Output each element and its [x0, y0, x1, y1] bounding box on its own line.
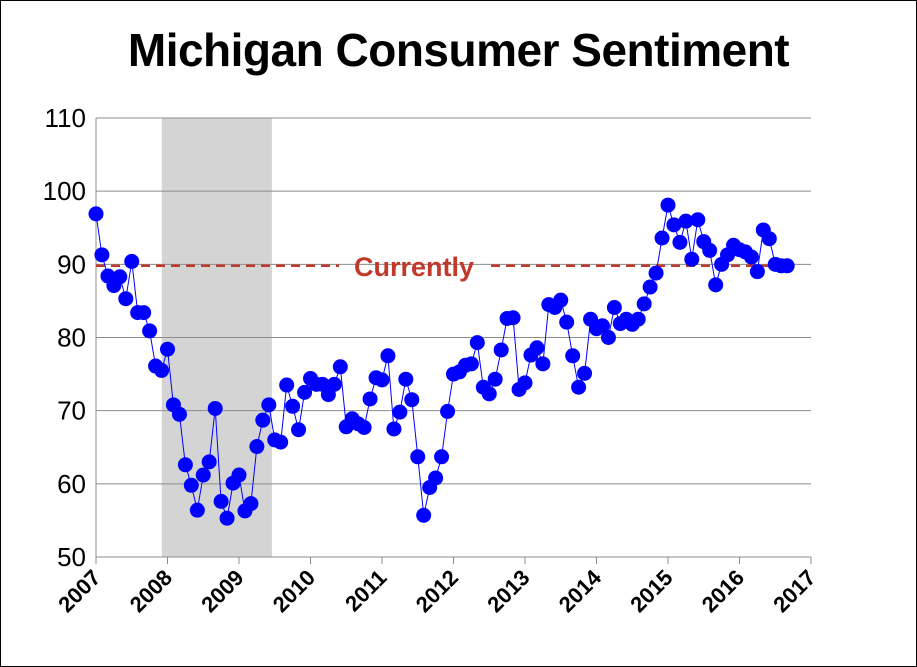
x-tick-label: 2012: [411, 565, 463, 617]
y-tick-label: 90: [57, 249, 86, 279]
data-point: [118, 291, 134, 307]
data-point: [326, 376, 342, 392]
x-tick-label: 2015: [625, 565, 677, 617]
data-point: [577, 365, 593, 381]
data-point: [708, 277, 724, 293]
data-point: [374, 372, 390, 388]
x-tick-label: 2010: [268, 565, 320, 617]
data-point: [124, 253, 140, 269]
data-point: [291, 422, 307, 438]
data-point: [398, 371, 414, 387]
data-point: [273, 434, 289, 450]
data-point: [362, 391, 378, 407]
data-point: [434, 449, 450, 465]
data-point: [112, 269, 128, 285]
data-point: [404, 392, 420, 408]
data-point: [213, 493, 229, 509]
data-point: [183, 477, 199, 493]
y-tick-label: 50: [57, 542, 86, 572]
data-point: [195, 467, 211, 483]
data-point: [201, 454, 217, 470]
data-point: [505, 310, 521, 326]
data-point: [571, 379, 587, 395]
x-tick-label: 2014: [554, 564, 607, 617]
data-point: [219, 510, 235, 526]
data-point: [332, 359, 348, 375]
data-point: [463, 356, 479, 372]
data-point: [672, 234, 688, 250]
data-point: [243, 496, 259, 512]
data-point: [529, 340, 545, 356]
chart-title: Michigan Consumer Sentiment: [127, 24, 790, 76]
data-point: [410, 449, 426, 465]
data-point: [154, 362, 170, 378]
data-point: [648, 265, 664, 281]
x-tick-label: 2011: [340, 565, 391, 616]
data-point: [177, 457, 193, 473]
data-point: [261, 397, 277, 413]
y-tick-label: 80: [57, 323, 86, 353]
data-point: [642, 279, 658, 295]
x-tick-label: 2008: [125, 565, 177, 617]
data-point: [279, 377, 295, 393]
data-point: [142, 323, 158, 339]
data-point: [553, 292, 569, 308]
data-point: [136, 305, 152, 321]
data-point: [690, 212, 706, 228]
data-point: [94, 247, 110, 263]
data-point: [600, 330, 616, 345]
data-point: [594, 318, 610, 334]
data-point: [761, 231, 777, 247]
x-tick-label: 2007: [53, 565, 105, 617]
data-point: [702, 242, 718, 258]
data-point: [779, 258, 795, 274]
x-tick-label: 2009: [196, 565, 248, 617]
data-point: [249, 439, 265, 455]
data-point: [660, 197, 676, 213]
y-tick-label: 70: [57, 396, 86, 426]
data-point: [565, 348, 581, 364]
x-tick-label: 2017: [768, 565, 820, 617]
data-point: [255, 412, 271, 428]
data-point: [88, 206, 104, 222]
y-tick-label: 110: [45, 103, 86, 133]
data-point: [171, 406, 187, 422]
data-point: [160, 341, 175, 357]
x-tick-label: 2013: [482, 565, 534, 617]
data-point: [392, 404, 408, 420]
data-point: [380, 348, 396, 364]
data-point: [440, 403, 456, 419]
data-point: [231, 467, 247, 483]
y-tick-label: 60: [57, 469, 86, 499]
data-point: [666, 217, 682, 233]
data-point: [535, 356, 551, 372]
data-point: [606, 300, 622, 316]
data-point: [386, 421, 402, 437]
data-point: [749, 264, 765, 280]
data-point: [428, 470, 444, 486]
data-point: [297, 384, 313, 400]
data-point: [684, 251, 700, 267]
reference-line-label: Currently: [354, 252, 474, 282]
data-point: [654, 230, 670, 246]
data-point: [630, 311, 646, 327]
data-point: [207, 400, 223, 416]
data-point: [469, 335, 485, 351]
data-point: [743, 249, 759, 265]
data-point: [416, 507, 432, 523]
data-point: [356, 419, 372, 435]
data-point: [285, 398, 301, 414]
y-tick-label: 100: [43, 176, 86, 206]
data-point: [493, 342, 509, 358]
data-point: [678, 213, 694, 229]
data-point: [189, 502, 205, 518]
data-point: [517, 375, 533, 391]
data-point: [487, 371, 503, 387]
x-tick-label: 2016: [697, 565, 749, 617]
data-point: [636, 296, 652, 312]
data-point: [481, 386, 497, 402]
data-point: [559, 314, 575, 330]
